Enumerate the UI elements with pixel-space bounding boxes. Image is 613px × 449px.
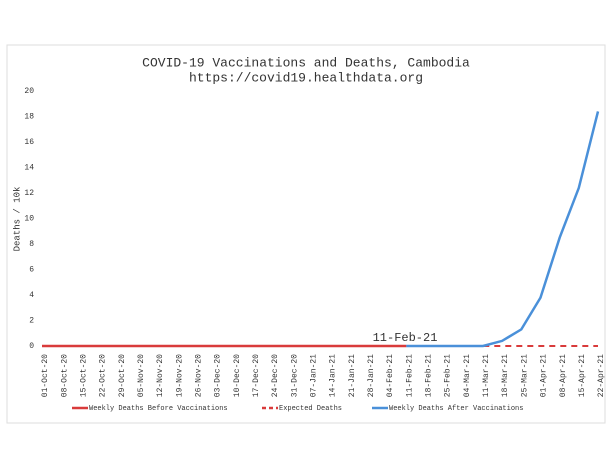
x-tick-label: 31-Dec-20 bbox=[290, 354, 299, 397]
y-tick-label: 10 bbox=[24, 215, 34, 224]
chart-frame bbox=[6, 44, 606, 424]
legend-label: Weekly Deaths After Vaccinations bbox=[389, 405, 523, 413]
x-tick-label: 19-Nov-20 bbox=[175, 354, 184, 397]
x-tick-label: 11-Feb-21 bbox=[405, 354, 414, 397]
x-tick-label: 07-Jan-21 bbox=[310, 354, 319, 397]
x-tick-label: 12-Nov-20 bbox=[156, 354, 165, 397]
y-tick-label: 18 bbox=[24, 113, 34, 122]
y-tick-label: 4 bbox=[29, 291, 34, 300]
x-tick-label: 08-Oct-20 bbox=[60, 354, 69, 397]
x-tick-label: 08-Apr-21 bbox=[559, 354, 568, 397]
legend-label: Weekly Deaths Before Vaccinations bbox=[89, 405, 228, 413]
y-tick-label: 6 bbox=[29, 266, 34, 275]
x-tick-label: 10-Dec-20 bbox=[233, 354, 242, 397]
y-tick-label: 20 bbox=[24, 87, 34, 96]
y-tick-label: 14 bbox=[24, 164, 34, 173]
x-tick-label: 18-Feb-21 bbox=[425, 354, 434, 397]
series-line bbox=[406, 111, 600, 348]
x-tick-label: 15-Oct-20 bbox=[79, 354, 88, 397]
x-tick-label: 04-Mar-21 bbox=[463, 354, 472, 397]
y-tick-label: 12 bbox=[24, 189, 34, 198]
x-tick-label: 26-Nov-20 bbox=[194, 354, 203, 397]
annotation: 11-Feb-21 bbox=[373, 331, 438, 345]
x-tick-label: 15-Apr-21 bbox=[578, 354, 587, 397]
x-tick-label: 21-Jan-21 bbox=[348, 354, 357, 397]
x-tick-label: 29-Oct-20 bbox=[118, 354, 127, 397]
x-tick-label: 03-Dec-20 bbox=[214, 354, 223, 397]
chart-title: COVID-19 Vaccinations and Deaths, Cambod… bbox=[142, 55, 470, 70]
x-tick-label: 01-Apr-21 bbox=[540, 354, 549, 397]
x-tick-label: 17-Dec-20 bbox=[252, 354, 261, 397]
y-axis-label: Deaths / 10k bbox=[12, 187, 22, 252]
y-tick-label: 0 bbox=[29, 342, 34, 351]
x-tick-label: 22-Oct-20 bbox=[99, 354, 108, 397]
x-tick-label: 11-Mar-21 bbox=[482, 354, 491, 397]
x-tick-label: 25-Feb-21 bbox=[444, 354, 453, 397]
x-tick-label: 01-Oct-20 bbox=[41, 354, 50, 397]
legend-label: Expected Deaths bbox=[279, 405, 342, 413]
x-tick-label: 25-Mar-21 bbox=[520, 354, 529, 397]
x-tick-label: 14-Jan-21 bbox=[329, 354, 338, 397]
chart-subtitle: https://covid19.healthdata.org bbox=[189, 70, 423, 85]
y-tick-label: 2 bbox=[29, 317, 34, 326]
x-tick-label: 22-Apr-21 bbox=[597, 354, 606, 397]
x-tick-label: 04-Feb-21 bbox=[386, 354, 395, 397]
y-tick-label: 8 bbox=[29, 240, 34, 249]
x-tick-label: 28-Jan-21 bbox=[367, 354, 376, 397]
x-tick-label: 18-Mar-21 bbox=[501, 354, 510, 397]
x-tick-label: 05-Nov-20 bbox=[137, 354, 146, 397]
x-tick-label: 24-Dec-20 bbox=[271, 354, 280, 397]
y-tick-label: 16 bbox=[24, 138, 34, 147]
